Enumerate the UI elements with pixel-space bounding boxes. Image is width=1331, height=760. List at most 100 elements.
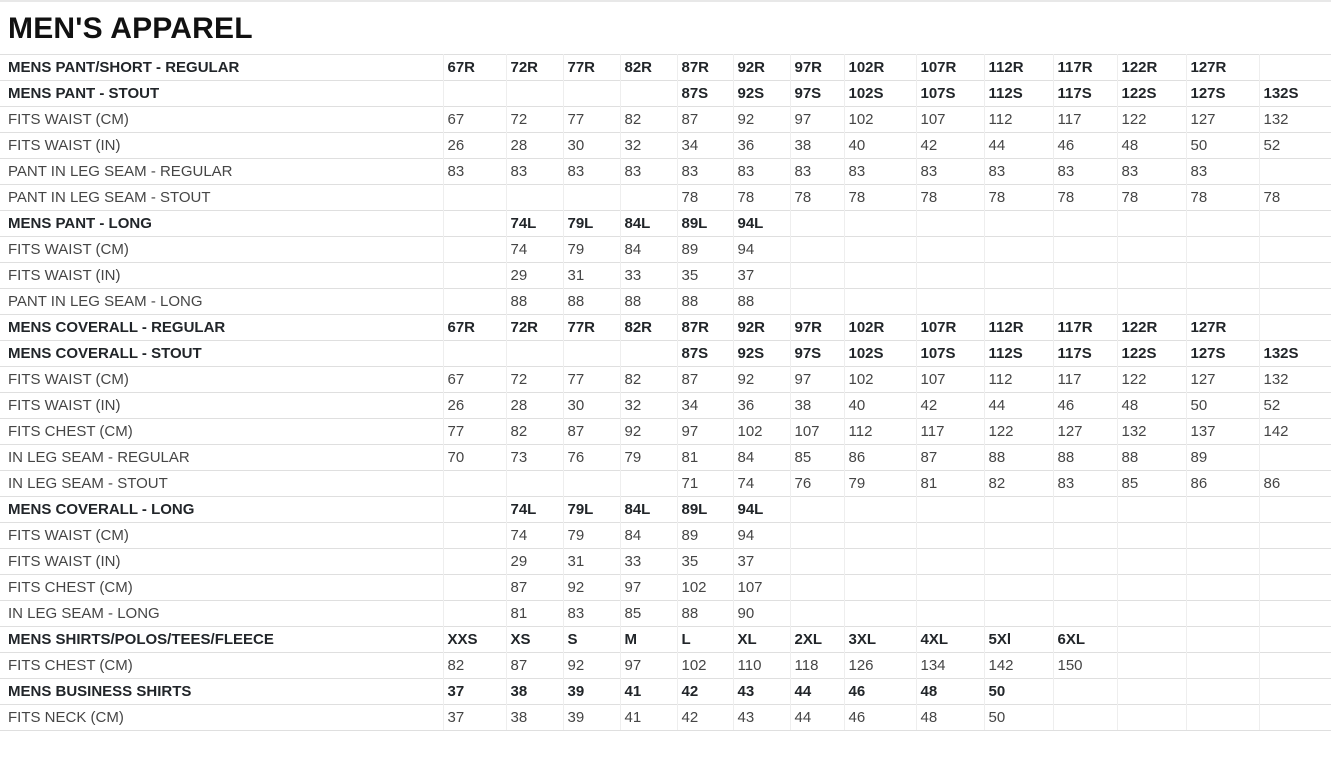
row-label: MENS COVERALL - STOUT (0, 340, 444, 367)
size-value-cell: 83 (563, 600, 621, 627)
size-value-cell: 41 (620, 678, 678, 705)
size-value-cell (1117, 652, 1187, 679)
size-value-cell (1259, 496, 1331, 523)
size-value-cell: 87 (563, 418, 621, 445)
size-value-cell (1259, 288, 1331, 315)
size-value-cell: 132 (1117, 418, 1187, 445)
size-value-cell: 52 (1259, 392, 1331, 419)
size-value-cell (1259, 626, 1331, 653)
size-value-cell: 84 (733, 444, 791, 471)
row-label: PANT IN LEG SEAM - STOUT (0, 184, 444, 211)
size-value-cell: 112 (984, 366, 1054, 393)
size-value-cell: 112R (984, 314, 1054, 341)
size-value-cell: 42 (677, 704, 734, 731)
size-value-cell: 78 (916, 184, 985, 211)
row-label: FITS WAIST (IN) (0, 548, 444, 575)
table-row: FITS CHEST (CM) 87 92 97 102 107 (0, 574, 1331, 601)
size-value-cell: 81 (677, 444, 734, 471)
size-value-cell: 48 (916, 678, 985, 705)
size-value-cell: 41 (620, 704, 678, 731)
size-value-cell (443, 470, 507, 497)
size-value-cell: 78 (790, 184, 845, 211)
size-value-cell: 88 (677, 600, 734, 627)
size-value-cell: 5Xl (984, 626, 1054, 653)
size-value-cell: 73 (506, 444, 564, 471)
size-value-cell (1259, 210, 1331, 237)
size-value-cell: 90 (733, 600, 791, 627)
size-value-cell: 32 (620, 132, 678, 159)
size-value-cell: 132S (1259, 80, 1331, 107)
size-value-cell: 83 (620, 158, 678, 185)
size-value-cell: 97 (790, 366, 845, 393)
size-value-cell (1053, 678, 1118, 705)
size-value-cell: 102 (677, 652, 734, 679)
size-value-cell (844, 522, 917, 549)
size-value-cell: 107 (790, 418, 845, 445)
size-value-cell: 67 (443, 106, 507, 133)
table-row: IN LEG SEAM - STOUT 71 74 76 79 81 82 83 85 86 86 (0, 470, 1331, 497)
size-value-cell: 83 (677, 158, 734, 185)
size-value-cell: 102 (733, 418, 791, 445)
size-value-cell: 29 (506, 262, 564, 289)
row-label: FITS WAIST (IN) (0, 262, 444, 289)
size-value-cell (844, 600, 917, 627)
size-value-cell (790, 548, 845, 575)
size-value-cell: 72 (506, 106, 564, 133)
size-value-cell: 117 (916, 418, 985, 445)
size-value-cell: 33 (620, 262, 678, 289)
size-value-cell: 72R (506, 54, 564, 81)
size-value-cell: 87S (677, 340, 734, 367)
row-label: IN LEG SEAM - REGULAR (0, 444, 444, 471)
size-value-cell: 132S (1259, 340, 1331, 367)
size-value-cell: 102 (844, 366, 917, 393)
size-value-cell: 122 (1117, 106, 1187, 133)
size-value-cell (984, 574, 1054, 601)
size-value-cell: 38 (790, 132, 845, 159)
size-value-cell (1117, 600, 1187, 627)
size-value-cell: 74 (506, 522, 564, 549)
size-value-cell: 142 (984, 652, 1054, 679)
size-value-cell: 38 (790, 392, 845, 419)
size-value-cell: 127 (1053, 418, 1118, 445)
table-row: MENS COVERALL - REGULAR 67R 72R 77R 82R 87R 92… (0, 314, 1331, 341)
size-value-cell: 81 (506, 600, 564, 627)
size-value-cell: 83 (790, 158, 845, 185)
size-value-cell: 122S (1117, 340, 1187, 367)
size-value-cell: XS (506, 626, 564, 653)
size-value-cell (844, 548, 917, 575)
size-value-cell (984, 210, 1054, 237)
size-value-cell (1186, 574, 1260, 601)
size-value-cell (620, 470, 678, 497)
size-value-cell: 142 (1259, 418, 1331, 445)
size-value-cell: 84 (620, 236, 678, 263)
size-value-cell: 97 (620, 574, 678, 601)
size-value-cell (443, 496, 507, 523)
size-value-cell: 107R (916, 314, 985, 341)
size-value-cell (916, 522, 985, 549)
size-value-cell (984, 548, 1054, 575)
row-label: FITS CHEST (CM) (0, 418, 444, 445)
size-value-cell: 88 (1117, 444, 1187, 471)
size-value-cell: 112R (984, 54, 1054, 81)
size-value-cell (443, 80, 507, 107)
size-value-cell: 102R (844, 54, 917, 81)
size-value-cell (443, 548, 507, 575)
size-value-cell (1259, 262, 1331, 289)
size-value-cell: 107 (916, 106, 985, 133)
size-value-cell: 112S (984, 340, 1054, 367)
size-value-cell: 44 (984, 132, 1054, 159)
size-value-cell: 92 (620, 418, 678, 445)
table-row: FITS WAIST (CM) 74 79 84 89 94 (0, 236, 1331, 263)
size-value-cell: 83 (1053, 158, 1118, 185)
size-value-cell (984, 236, 1054, 263)
size-value-cell: 39 (563, 704, 621, 731)
size-value-cell: 92 (563, 652, 621, 679)
size-value-cell (443, 574, 507, 601)
row-label: FITS WAIST (IN) (0, 392, 444, 419)
size-value-cell (984, 522, 1054, 549)
size-value-cell: 88 (733, 288, 791, 315)
size-value-cell: 44 (984, 392, 1054, 419)
size-value-cell (1117, 262, 1187, 289)
table-row: IN LEG SEAM - LONG 81 83 85 88 90 (0, 600, 1331, 627)
size-value-cell (984, 600, 1054, 627)
